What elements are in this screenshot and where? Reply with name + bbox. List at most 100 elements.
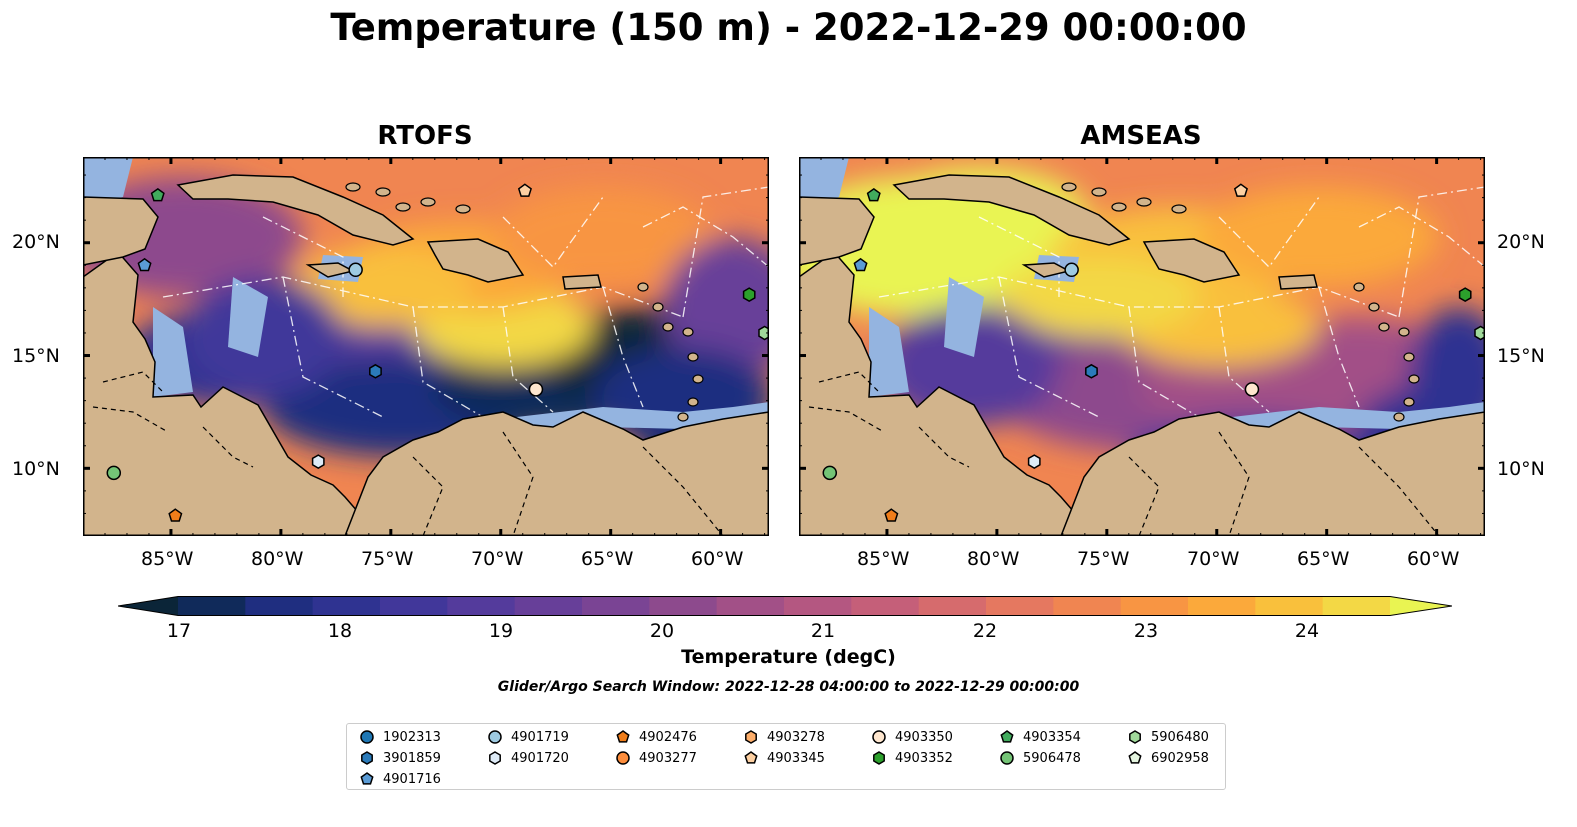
lesser-antilles	[1061, 182, 1420, 422]
colorbar-bin-16	[1188, 596, 1256, 616]
colorbar-bin-12	[918, 596, 987, 616]
cb-tick-24: 24	[1294, 620, 1320, 642]
legend-item-5906478: 5906478	[999, 748, 1081, 768]
legend-marker	[361, 751, 373, 765]
circle-marker-icon	[616, 751, 630, 765]
legend-item-4903354: 4903354	[999, 727, 1081, 747]
colorbar-extend-max	[1390, 596, 1452, 616]
colorbar-bin-4	[380, 596, 448, 616]
legend-label: 4901720	[511, 750, 569, 766]
landmasses	[799, 174, 1485, 536]
float-marker-1	[853, 257, 868, 272]
legend-item-4901719: 4901719	[487, 727, 569, 747]
float-marker-2	[348, 262, 363, 278]
float-marker-4	[742, 287, 756, 302]
legend-label: 1902313	[383, 729, 441, 745]
float-marker-0	[866, 187, 881, 202]
cb-tick-17: 17	[166, 620, 192, 642]
hexagon-marker-icon	[361, 751, 373, 765]
legend-item-4901720: 4901720	[487, 748, 569, 768]
legend-marker	[489, 751, 501, 765]
legend-label: 4902476	[639, 729, 697, 745]
colorbar-bin-10	[784, 596, 852, 616]
legend-item-4901716: 4901716	[359, 769, 441, 789]
circle-marker-icon	[488, 730, 502, 744]
colorbar-bin-18	[1322, 596, 1391, 616]
lon-tick-left-80: 80°W	[251, 548, 304, 570]
cb-tick-19: 19	[488, 620, 514, 642]
lon-tick-right-80: 80°W	[967, 548, 1020, 570]
panel-title-rtofs: RTOFS	[377, 121, 473, 151]
lat-tick-right-10: 10°N	[1497, 458, 1545, 480]
colorbar-bin-13	[986, 596, 1054, 616]
float-marker-9	[106, 465, 122, 481]
lon-tick-left-85: 85°W	[141, 548, 194, 570]
legend-label: 4903277	[639, 750, 697, 766]
colorbar-bin-3	[312, 596, 381, 616]
hexagon-marker-icon	[489, 751, 501, 765]
cb-tick-22: 22	[972, 620, 998, 642]
legend-item-3901859: 3901859	[359, 748, 441, 768]
lon-tick-left-70: 70°W	[471, 548, 524, 570]
legend-marker	[488, 730, 502, 744]
colorbar-extend-min	[118, 596, 178, 616]
colorbar-ticks: 17 18 19 20 21 22 23 24	[0, 620, 1577, 646]
legend-label: 4903278	[767, 729, 825, 745]
lat-tick-left-15: 15°N	[12, 345, 60, 367]
float-markers	[106, 183, 769, 522]
float-marker-7	[528, 382, 544, 397]
pentagon-marker-icon	[1128, 751, 1142, 764]
circle-marker-icon	[360, 730, 374, 744]
float-marker-5	[758, 325, 769, 341]
hexagon-marker-icon	[1129, 730, 1141, 744]
landmasses	[83, 174, 769, 536]
cb-tick-18: 18	[327, 620, 353, 642]
legend-marker	[873, 751, 885, 765]
legend-item-4902476: 4902476	[615, 727, 697, 747]
circle-marker-icon	[1000, 751, 1014, 765]
rtofs-map	[83, 157, 769, 536]
legend-item-4903277: 4903277	[615, 748, 697, 768]
figure-title: Temperature (150 m) - 2022-12-29 00:00:0…	[330, 6, 1247, 49]
lesser-antilles	[345, 182, 704, 422]
legend-marker	[1129, 730, 1141, 744]
lat-tick-right-20: 20°N	[1497, 231, 1545, 253]
float-marker-3	[1233, 183, 1248, 197]
colorbar-bin-7	[582, 596, 650, 616]
lat-tick-left-20: 20°N	[12, 231, 60, 253]
float-marker-3	[517, 183, 532, 197]
legend-marker	[872, 730, 886, 744]
colorbar-bin-11	[851, 596, 920, 616]
hexagon-marker-icon	[745, 730, 757, 744]
lon-tick-right-65: 65°W	[1297, 548, 1350, 570]
legend-item-4903352: 4903352	[871, 748, 953, 768]
legend-marker	[360, 772, 374, 785]
legend-label: 3901859	[383, 750, 441, 766]
pentagon-marker-icon	[744, 751, 758, 764]
map-frame	[83, 157, 769, 536]
colorbar-bin-8	[649, 596, 718, 616]
legend-label: 4901716	[383, 771, 441, 787]
colorbar-bin-9	[716, 596, 785, 616]
colorbar-label: Temperature (degC)	[681, 646, 896, 668]
float-markers	[822, 183, 1485, 522]
hexagon-marker-icon	[873, 751, 885, 765]
colorbar-bin-1	[178, 596, 246, 616]
amseas-map	[799, 157, 1485, 536]
lon-tick-right-75: 75°W	[1077, 548, 1130, 570]
lon-tick-left-65: 65°W	[581, 548, 634, 570]
lat-tick-right-15: 15°N	[1497, 345, 1545, 367]
legend-item-6902958: 6902958	[1127, 748, 1209, 768]
circle-marker-icon	[872, 730, 886, 744]
legend-label: 4903350	[895, 729, 953, 745]
legend-label: 4903352	[895, 750, 953, 766]
legend-label: 5906478	[1023, 750, 1081, 766]
float-marker-5	[1474, 325, 1485, 341]
legend-label: 5906480	[1151, 729, 1209, 745]
float-marker-7	[1244, 382, 1260, 397]
pentagon-marker-icon	[616, 730, 630, 743]
lat-tick-left-10: 10°N	[12, 458, 60, 480]
float-marker-10	[884, 508, 899, 522]
cb-tick-20: 20	[649, 620, 675, 642]
colorbar-bin-14	[1053, 596, 1122, 616]
